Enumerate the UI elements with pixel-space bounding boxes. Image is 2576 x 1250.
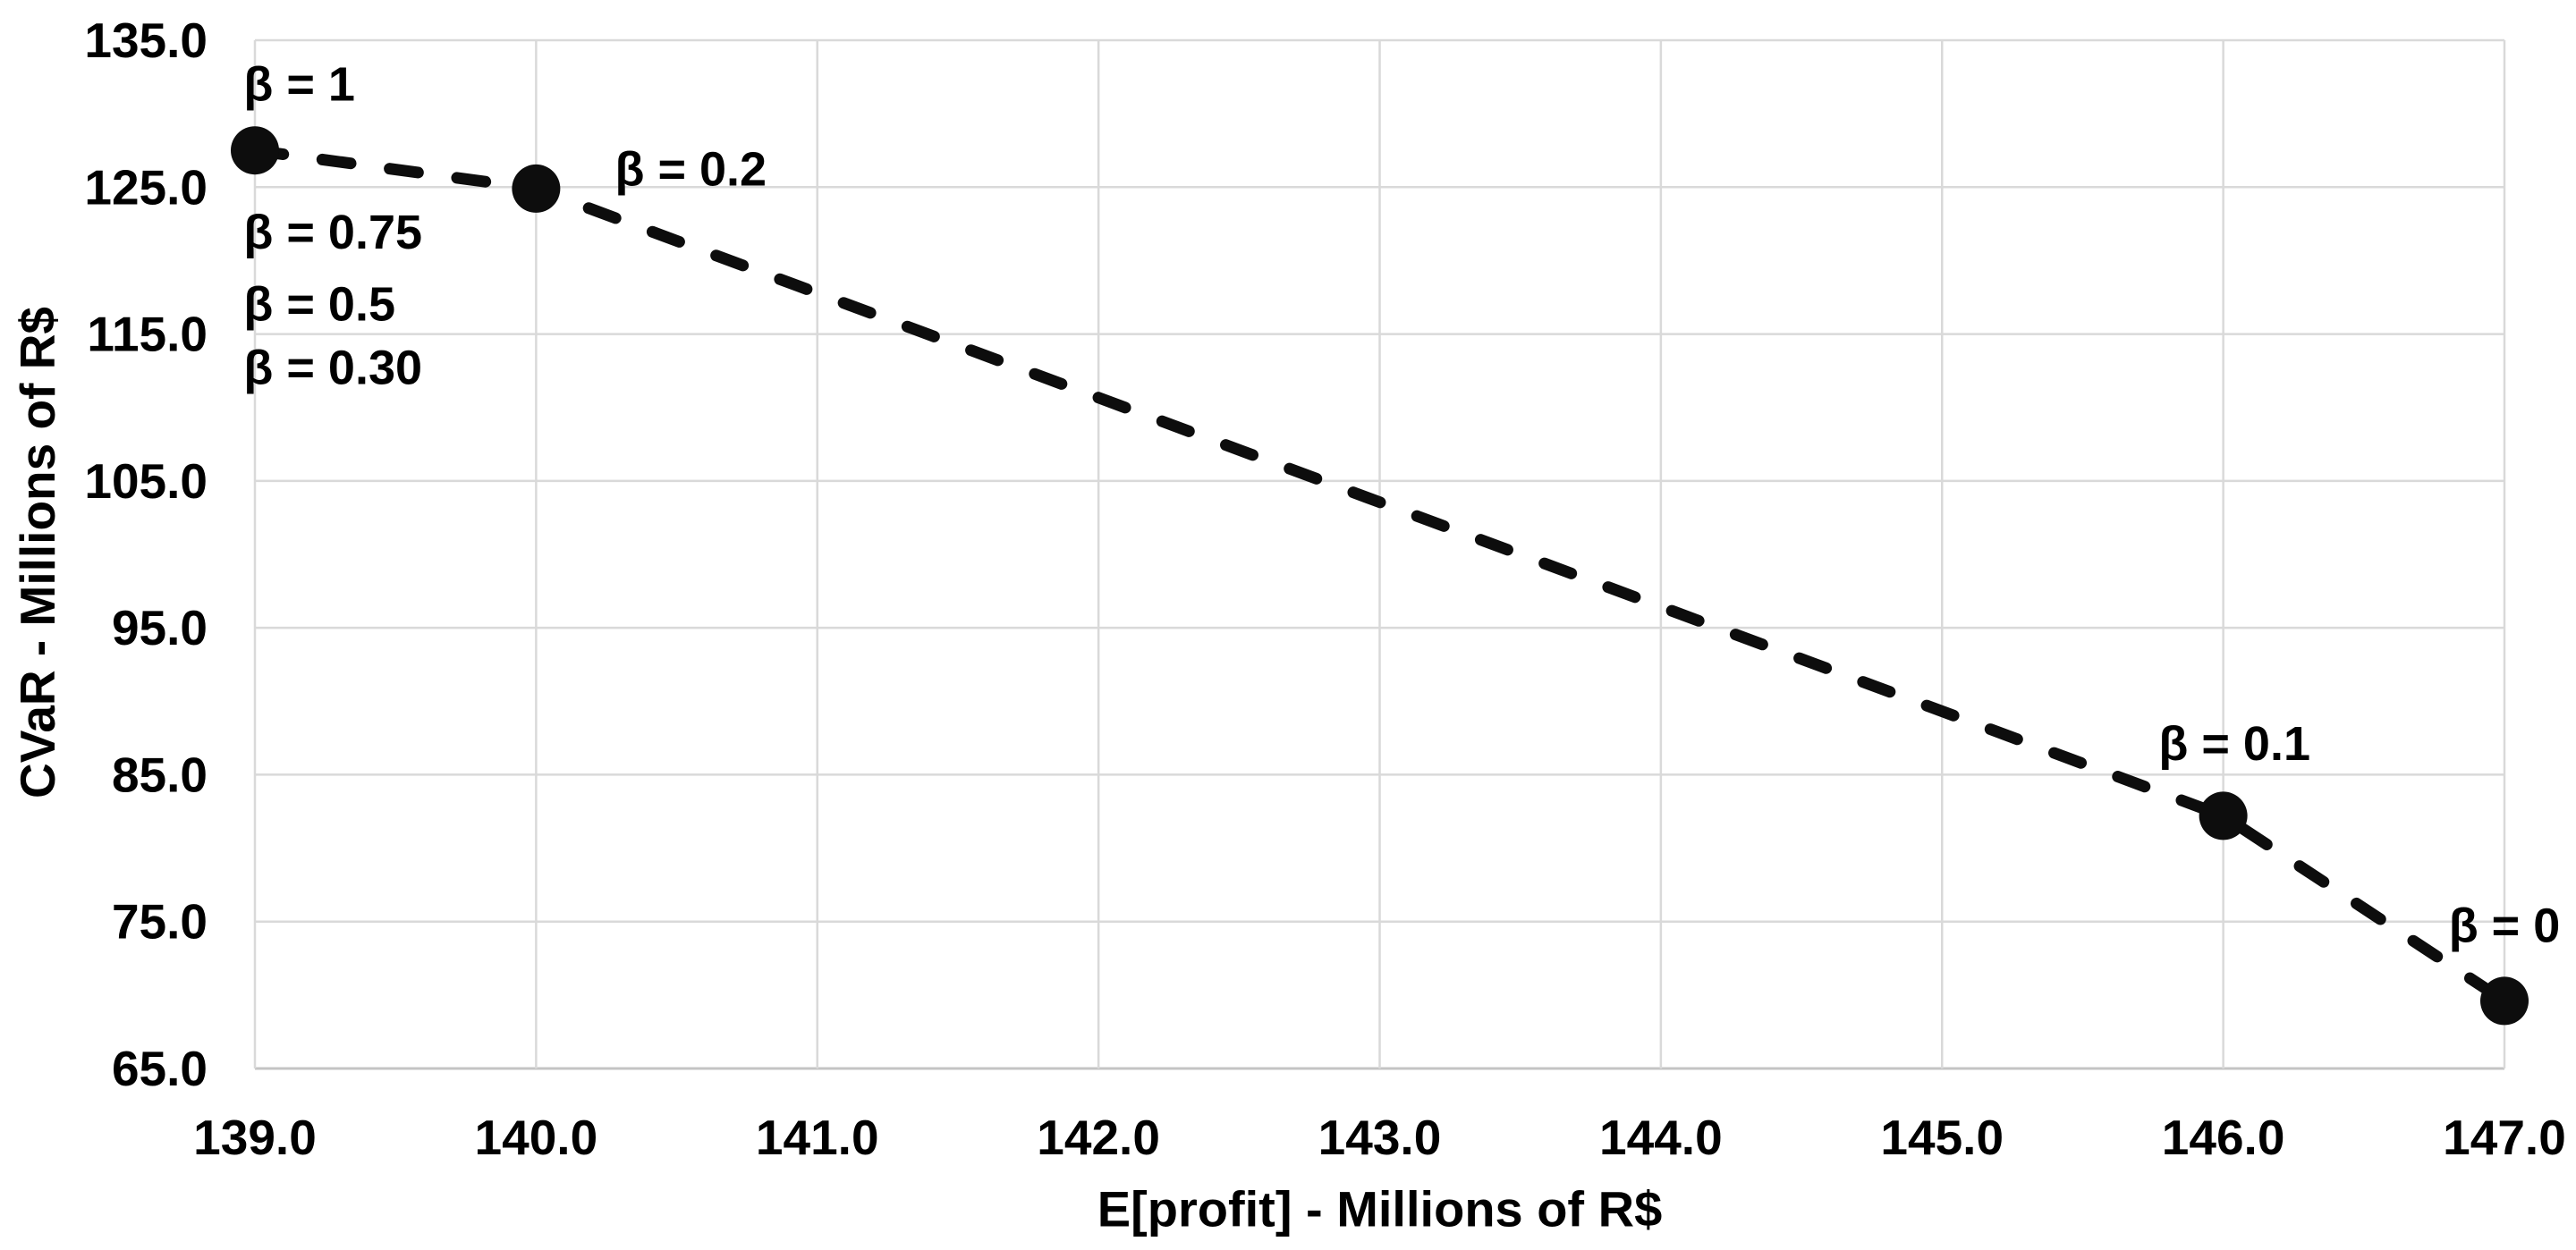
data-point-marker-beta-0 bbox=[2480, 976, 2529, 1026]
y-tick-label: 135.0 bbox=[84, 13, 208, 68]
point-annotation: β = 0.1 bbox=[2158, 717, 2310, 771]
x-tick-label: 146.0 bbox=[2162, 1110, 2285, 1165]
x-tick-label: 140.0 bbox=[475, 1110, 598, 1165]
x-tick-label: 144.0 bbox=[1599, 1110, 1723, 1165]
y-tick-label: 105.0 bbox=[84, 453, 208, 509]
x-tick-label: 145.0 bbox=[1880, 1110, 2004, 1165]
point-annotation: β = 0.5 bbox=[243, 278, 395, 332]
data-point-marker-beta-1 bbox=[231, 126, 279, 175]
point-annotation: β = 0 bbox=[2449, 899, 2561, 953]
point-annotation: β = 0.2 bbox=[614, 143, 767, 197]
y-axis-title: CVaR - Millions of R$ bbox=[10, 307, 65, 798]
y-tick-label: 85.0 bbox=[112, 747, 208, 802]
y-tick-label: 115.0 bbox=[87, 307, 208, 362]
x-axis-title: E[profit] - Millions of R$ bbox=[1097, 1181, 1662, 1237]
frontier-dashed-line bbox=[249, 144, 2511, 1007]
x-tick-label: 143.0 bbox=[1318, 1110, 1442, 1165]
x-tick-label: 141.0 bbox=[756, 1110, 879, 1165]
y-tick-label: 95.0 bbox=[112, 600, 208, 655]
y-tick-label: 125.0 bbox=[84, 159, 208, 215]
point-annotation: β = 0.75 bbox=[243, 206, 422, 259]
data-point-marker-beta-0.2 bbox=[512, 164, 561, 213]
point-annotation: β = 1 bbox=[243, 57, 355, 111]
point-annotation: β = 0.30 bbox=[243, 341, 422, 394]
y-tick-label: 75.0 bbox=[112, 894, 208, 950]
y-tick-label: 65.0 bbox=[112, 1041, 208, 1096]
x-tick-label: 147.0 bbox=[2443, 1110, 2566, 1165]
x-tick-label: 139.0 bbox=[193, 1110, 317, 1165]
data-point-marker-beta-0.1 bbox=[2199, 791, 2248, 840]
x-tick-label: 142.0 bbox=[1037, 1110, 1160, 1165]
